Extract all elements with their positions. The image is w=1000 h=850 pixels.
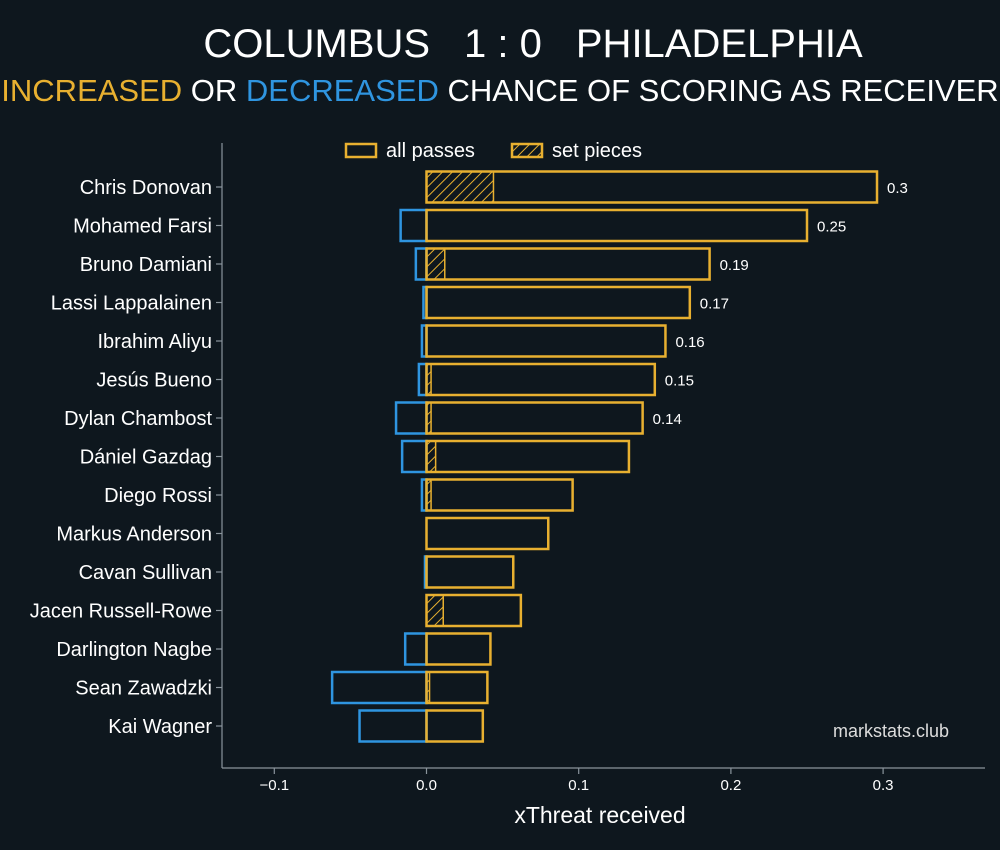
subtitle: INCREASED OR DECREASED CHANCE OF SCORING… bbox=[1, 73, 998, 108]
player-label-jesus-bueno: Jesús Bueno bbox=[96, 370, 212, 392]
title: COLUMBUS 1 : 0 PHILADELPHIA bbox=[203, 22, 863, 66]
player-label-dylan-chambost: Dylan Chambost bbox=[64, 408, 212, 430]
legend: all passes set pieces bbox=[344, 140, 642, 162]
player-label-mohamed-farsi: Mohamed Farsi bbox=[73, 216, 212, 238]
player-label-markus-anderson: Markus Anderson bbox=[56, 524, 212, 546]
bar-set-pieces-daniel-gazdag bbox=[425, 440, 437, 473]
bar-decreased-dylan-chambost bbox=[394, 401, 428, 435]
player-label-jacen-russell-rowe: Jacen Russell-Rowe bbox=[30, 601, 212, 623]
bar-set-pieces-diego-rossi bbox=[425, 478, 432, 512]
subtitle-rest: CHANCE OF SCORING AS RECEIVER bbox=[447, 73, 998, 108]
x-ticks: −0.1 0.0 0.1 0.2 0.3 bbox=[259, 768, 894, 794]
bar-all-passes-daniel-gazdag bbox=[425, 439, 631, 474]
bar-all-passes-cavan-sullivan bbox=[425, 555, 515, 589]
bar-set-pieces-jesus-bueno bbox=[425, 363, 432, 396]
value-label-dylan-chambost: 0.14 bbox=[653, 411, 682, 428]
player-label-sean-zawadzki: Sean Zawadzki bbox=[75, 678, 212, 700]
x-axis-title: xThreat received bbox=[514, 802, 685, 828]
player-label-lassi-lappalainen: Lassi Lappalainen bbox=[51, 293, 212, 315]
bar-all-passes-kai-wagner bbox=[425, 709, 485, 743]
bar-decreased-kai-wagner bbox=[358, 709, 428, 743]
legend-swatch-all-passes bbox=[344, 142, 378, 159]
value-label-mohamed-farsi: 0.25 bbox=[817, 219, 846, 236]
bar-all-passes-jesus-bueno bbox=[425, 362, 657, 397]
bar-all-passes-mohamed-farsi bbox=[425, 208, 809, 243]
value-label-ibrahim-aliyu: 0.16 bbox=[675, 334, 704, 351]
bar-all-passes-markus-anderson bbox=[425, 516, 550, 551]
subtitle-increased: INCREASED bbox=[1, 73, 182, 108]
player-label-cavan-sullivan: Cavan Sullivan bbox=[79, 562, 212, 584]
player-label-kai-wagner: Kai Wagner bbox=[108, 716, 212, 738]
score: 1 : 0 bbox=[464, 22, 542, 66]
watermark: markstats.club bbox=[833, 721, 949, 741]
bar-all-passes-ibrahim-aliyu bbox=[425, 324, 667, 358]
bar-all-passes-lassi-lappalainen bbox=[425, 285, 692, 320]
player-label-chris-donovan: Chris Donovan bbox=[80, 177, 212, 199]
bar-all-passes-bruno-damiani bbox=[425, 247, 711, 281]
bar-set-pieces-bruno-damiani bbox=[425, 247, 446, 281]
x-tick-label: 0.0 bbox=[416, 777, 437, 794]
home-team: COLUMBUS bbox=[203, 22, 430, 66]
x-tick-label: −0.1 bbox=[259, 777, 289, 794]
player-label-bruno-damiani: Bruno Damiani bbox=[80, 254, 212, 276]
value-label-bruno-damiani: 0.19 bbox=[720, 257, 749, 274]
bar-set-pieces-sean-zawadzki bbox=[425, 671, 431, 704]
bar-set-pieces-chris-donovan bbox=[425, 170, 495, 204]
bar-set-pieces-dylan-chambost bbox=[425, 401, 432, 435]
bar-all-passes-diego-rossi bbox=[425, 478, 574, 512]
x-tick-label: 0.2 bbox=[720, 777, 741, 794]
bars-layer: 0.3 0.25 0.19 0.17 0.16 0.15 0.14 bbox=[330, 170, 908, 743]
x-tick-label: 0.3 bbox=[873, 777, 894, 794]
player-label-ibrahim-aliyu: Ibrahim Aliyu bbox=[98, 331, 213, 353]
bar-decreased-bruno-damiani bbox=[414, 247, 428, 281]
bar-decreased-darlington-nagbe bbox=[403, 632, 428, 666]
value-label-chris-donovan: 0.3 bbox=[887, 180, 908, 197]
player-label-diego-rossi: Diego Rossi bbox=[104, 485, 212, 507]
player-labels: Chris Donovan Mohamed Farsi Bruno Damiani L… bbox=[30, 177, 222, 738]
subtitle-or: OR bbox=[191, 73, 238, 108]
value-label-lassi-lappalainen: 0.17 bbox=[700, 296, 729, 313]
legend-swatch-set-pieces bbox=[510, 142, 544, 159]
bar-all-passes-dylan-chambost bbox=[425, 401, 644, 435]
legend-label-all-passes: all passes bbox=[386, 140, 475, 162]
value-label-jesus-bueno: 0.15 bbox=[665, 373, 694, 390]
bar-all-passes-sean-zawadzki bbox=[425, 670, 489, 705]
bar-decreased-daniel-gazdag bbox=[400, 439, 428, 474]
player-label-daniel-gazdag: Dániel Gazdag bbox=[80, 447, 212, 469]
bar-decreased-mohamed-farsi bbox=[399, 208, 428, 243]
subtitle-decreased: DECREASED bbox=[246, 73, 439, 108]
bar-set-pieces-jacen-russell-rowe bbox=[425, 594, 444, 627]
x-tick-label: 0.1 bbox=[568, 777, 589, 794]
away-team: PHILADELPHIA bbox=[576, 22, 863, 66]
player-label-darlington-nagbe: Darlington Nagbe bbox=[56, 639, 212, 661]
bar-decreased-sean-zawadzki bbox=[330, 670, 428, 705]
legend-label-set-pieces: set pieces bbox=[552, 140, 642, 162]
bar-all-passes-darlington-nagbe bbox=[425, 632, 492, 666]
